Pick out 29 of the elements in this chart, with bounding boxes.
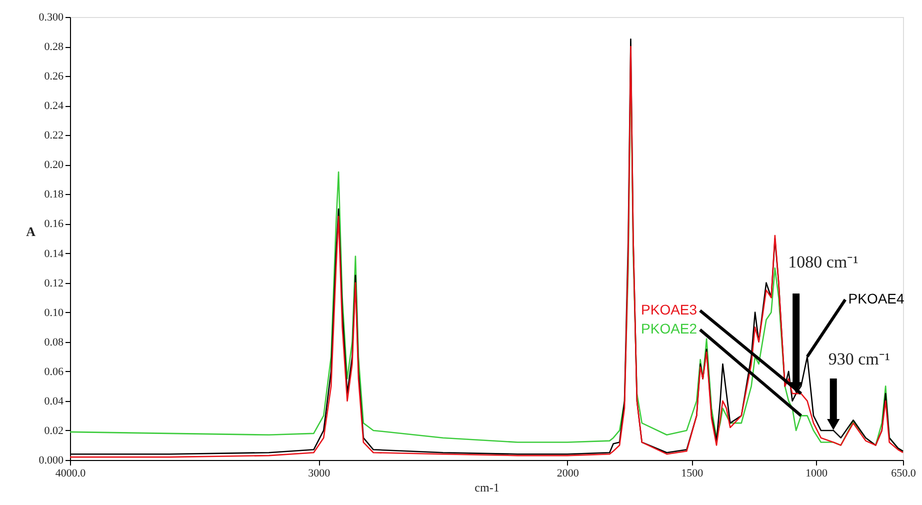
y-tick-label: 0.28 <box>44 41 64 54</box>
y-tick-label: 0.300 <box>38 12 64 24</box>
x-tick-label: 650.0 <box>891 468 916 480</box>
y-tick-label: 0.20 <box>44 159 64 172</box>
y-tick-label: 0.14 <box>44 248 64 260</box>
y-tick-label: 0.18 <box>44 188 64 201</box>
series-label: PKOAE3 <box>641 302 698 318</box>
y-tick-label: 0.22 <box>44 130 64 142</box>
annotation: 930 cm⁻¹ <box>828 349 890 368</box>
y-tick-label: 0.16 <box>44 218 64 230</box>
y-axis-title: A <box>26 224 36 239</box>
annotation: 1080 cm⁻¹ <box>788 252 858 272</box>
x-tick-label: 4000.0 <box>55 468 86 480</box>
y-tick-label: 0.02 <box>44 424 64 437</box>
y-tick-label: 0.24 <box>44 100 64 112</box>
y-tick-label: 0.000 <box>38 454 64 466</box>
y-tick-label: 0.12 <box>44 277 64 290</box>
text: PKOAE4 <box>848 290 905 307</box>
y-tick-label: 0.10 <box>44 306 64 319</box>
x-tick-label: 2000 <box>556 468 580 480</box>
y-tick-label: 0.26 <box>44 70 64 83</box>
y-tick-label: 0.06 <box>44 366 64 378</box>
y-tick-label: 0.04 <box>44 395 64 408</box>
x-tick-label: 1000 <box>805 468 828 480</box>
x-axis-title: cm-1 <box>474 480 500 494</box>
series-label: PKOAE2 <box>641 320 698 337</box>
x-tick-label: 1500 <box>681 468 704 480</box>
x-tick-label: 3000 <box>308 468 331 480</box>
y-tick-label: 0.08 <box>44 336 64 348</box>
